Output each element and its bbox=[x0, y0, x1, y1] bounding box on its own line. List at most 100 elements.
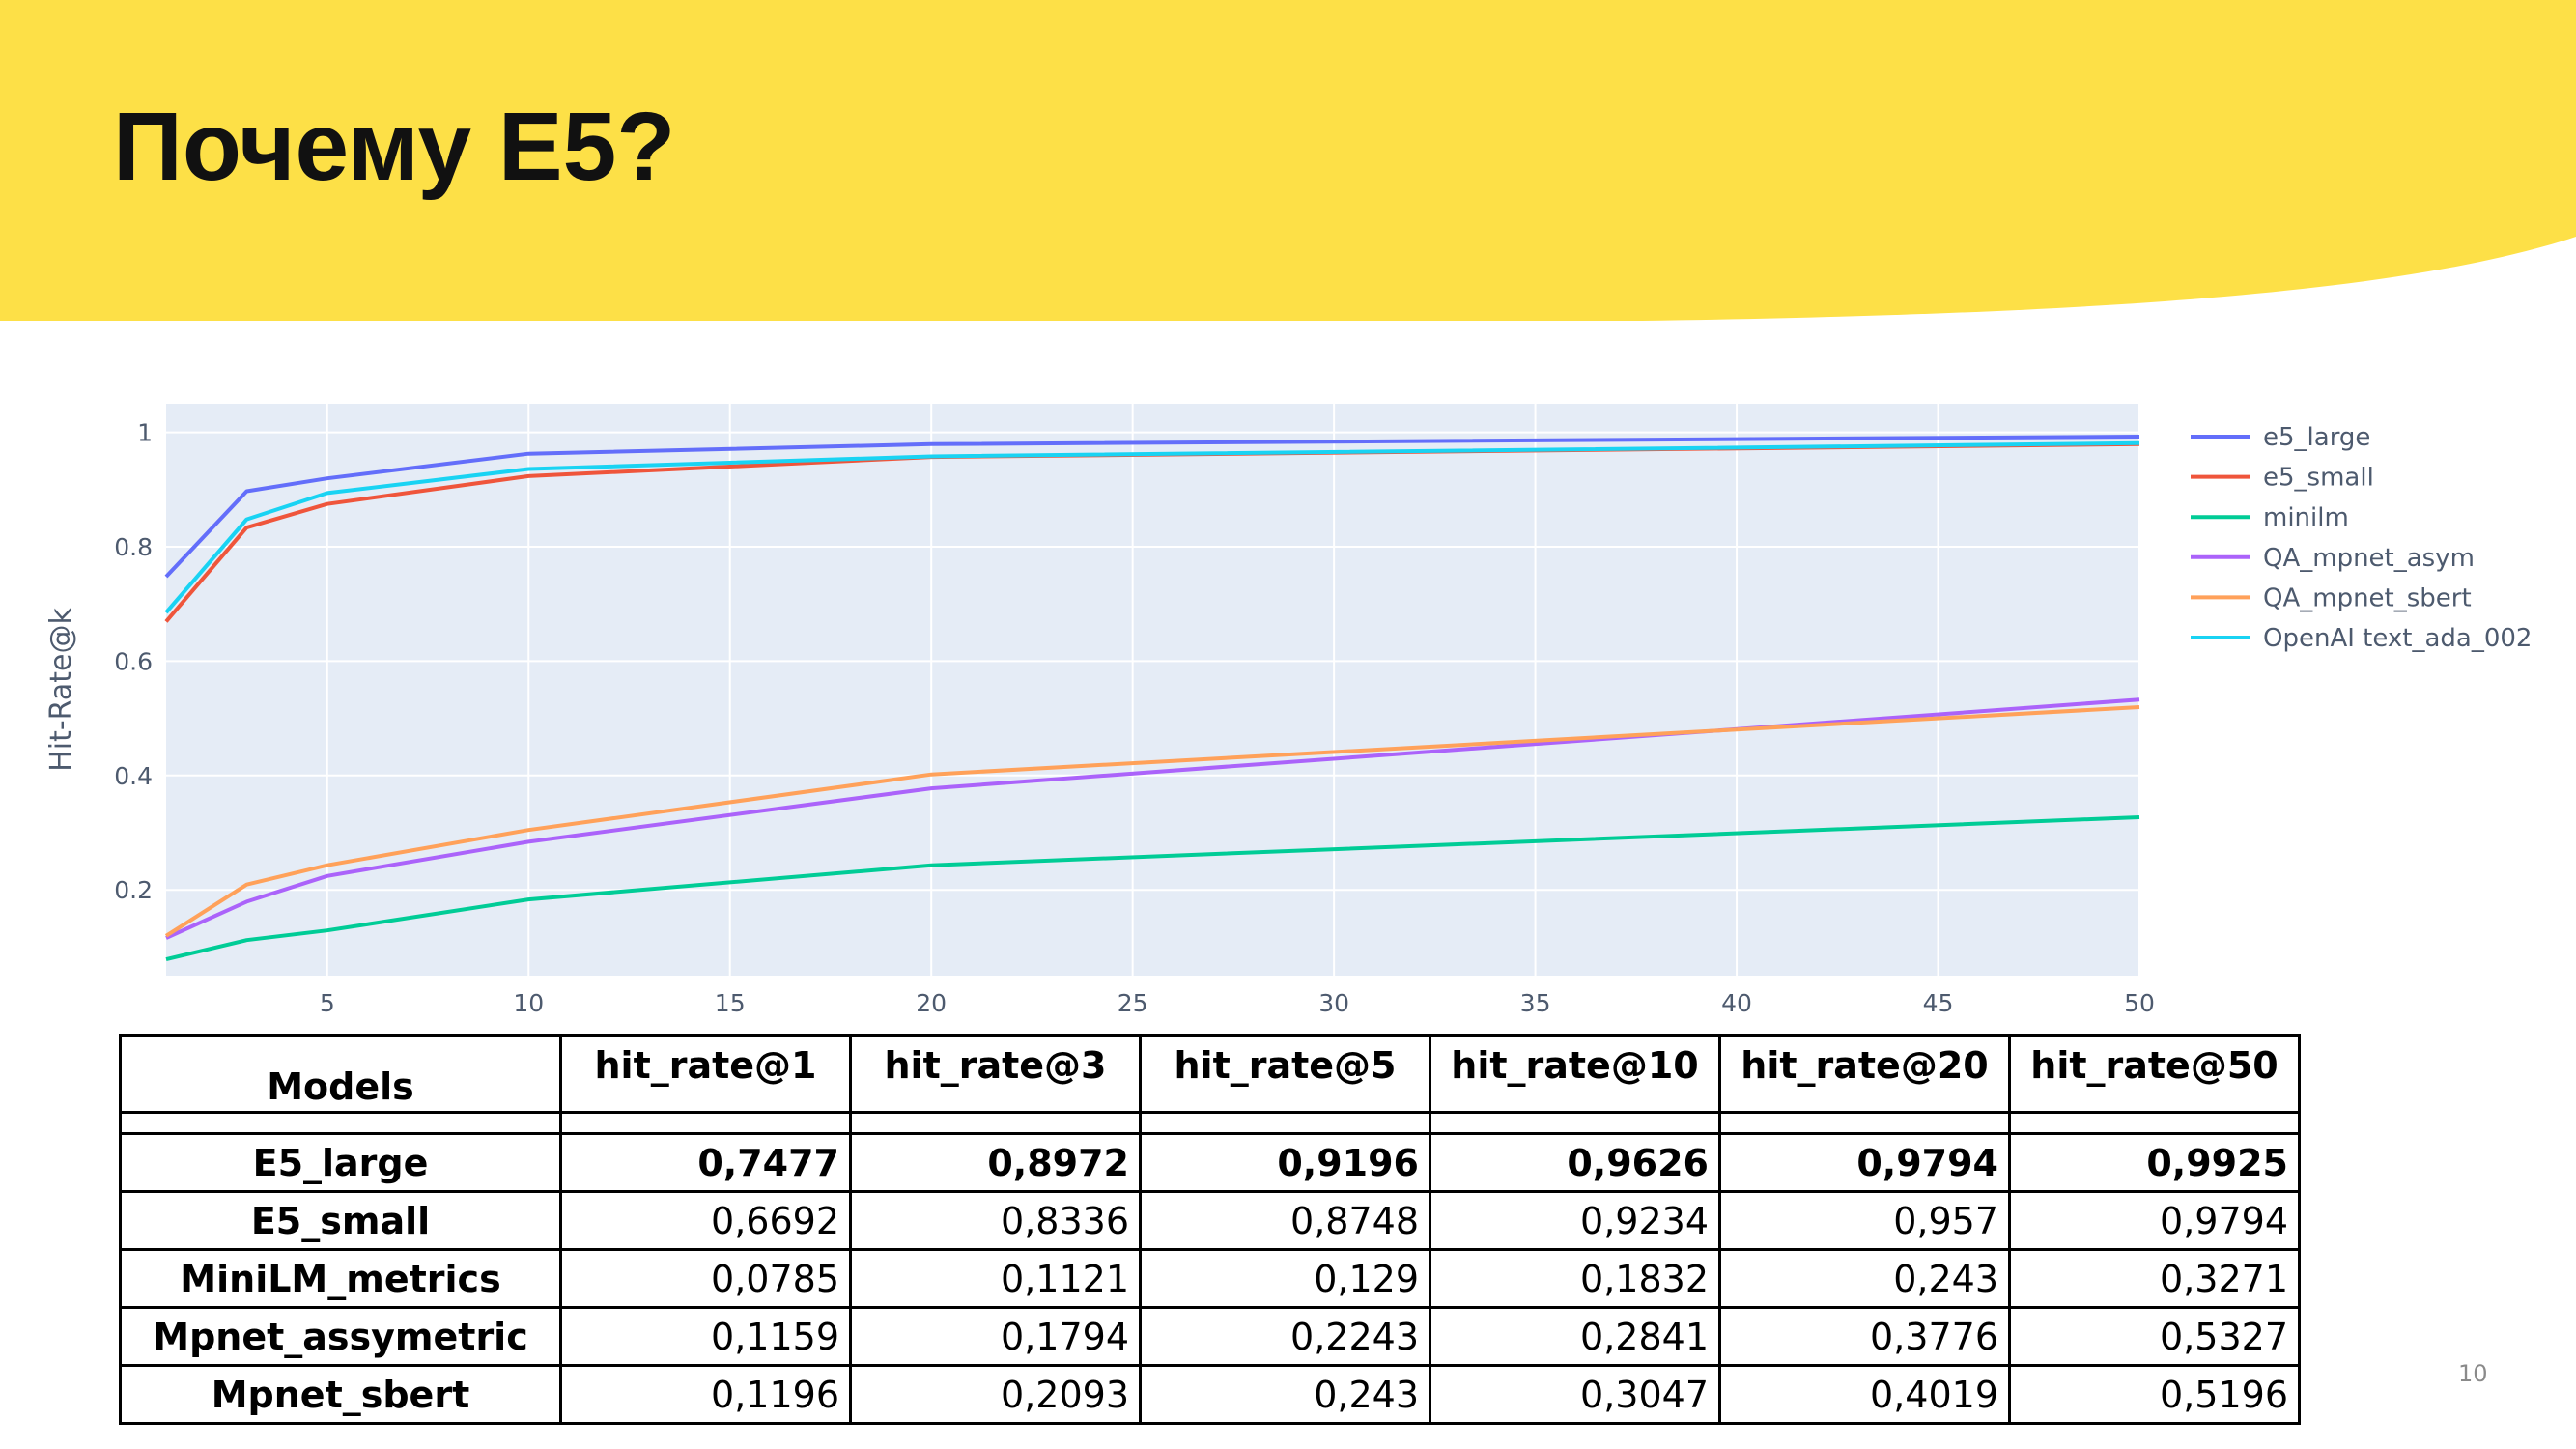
banner-shape bbox=[0, 0, 2576, 321]
x-tick-label: 5 bbox=[320, 989, 335, 1017]
series-line-openai-text-ada-002 bbox=[164, 440, 2140, 614]
metric-value-cell: 0,1196 bbox=[559, 1364, 852, 1425]
metric-value-cell: 0,1794 bbox=[849, 1306, 1142, 1367]
x-tick-label: 30 bbox=[1318, 989, 1349, 1017]
metric-value-cell: 0,5327 bbox=[2008, 1306, 2301, 1367]
plot-area bbox=[166, 404, 2139, 976]
metric-value-cell: 0,6692 bbox=[559, 1190, 852, 1251]
metric-value-cell: 0,7477 bbox=[559, 1132, 852, 1193]
table-row: Mpnet_assymetric 0,1159 0,1794 0,2243 0,2841… bbox=[119, 1306, 2301, 1367]
page-number: 10 bbox=[2458, 1360, 2488, 1387]
metric-value-cell: 0,3271 bbox=[2008, 1248, 2301, 1309]
metric-value-cell: 0,1159 bbox=[559, 1306, 852, 1367]
legend-label: QA_mpnet_asym bbox=[2263, 544, 2475, 573]
x-tick-label: 40 bbox=[1721, 989, 1752, 1017]
metric-value-cell: 0,9925 bbox=[2008, 1132, 2301, 1193]
series-lines bbox=[164, 435, 2140, 962]
models-column-header: Models bbox=[119, 1034, 562, 1114]
line-chart: 5 10 15 20 25 30 35 40 45 50 0.2 0.4 0.6 0.8 1 Hit-Ra… bbox=[44, 404, 2532, 1017]
legend-item-e5-large[interactable]: e5_large bbox=[2191, 423, 2370, 452]
model-name-cell: E5_large bbox=[119, 1132, 562, 1193]
table-row: Mpnet_sbert 0,1196 0,2093 0,243 0,3047 0,4019… bbox=[119, 1364, 2301, 1425]
metric-value-cell: 0,1832 bbox=[1429, 1248, 1721, 1309]
separator-cell bbox=[849, 1111, 1142, 1135]
y-tick-label: 0.4 bbox=[114, 762, 153, 790]
metric-value-cell: 0,4019 bbox=[1718, 1364, 2011, 1425]
metric-value-cell: 0,8972 bbox=[849, 1132, 1142, 1193]
metric-value-cell: 0,2243 bbox=[1139, 1306, 1431, 1367]
table-header-row: Models hit_rate@1 hit_rate@3 hit_rate@5 hit_… bbox=[119, 1034, 2301, 1114]
separator-cell bbox=[119, 1111, 562, 1135]
metric-value-cell: 0,2841 bbox=[1429, 1306, 1721, 1367]
metric-column-header: hit_rate@3 bbox=[849, 1034, 1142, 1114]
legend-label: minilm bbox=[2263, 503, 2349, 532]
series-line-e5-large bbox=[164, 435, 2140, 579]
legend-label: OpenAI text_ada_002 bbox=[2263, 624, 2532, 653]
x-tick-label: 35 bbox=[1520, 989, 1551, 1017]
y-axis-ticks: 0.2 0.4 0.6 0.8 1 bbox=[114, 419, 153, 905]
metric-value-cell: 0,0785 bbox=[559, 1248, 852, 1309]
metric-value-cell: 0,3776 bbox=[1718, 1306, 2011, 1367]
x-tick-label: 10 bbox=[513, 989, 544, 1017]
metric-value-cell: 0,9626 bbox=[1429, 1132, 1721, 1193]
slide-title: Почему E5? bbox=[113, 93, 676, 201]
y-tick-label: 0.8 bbox=[114, 533, 153, 561]
metric-column-header: hit_rate@5 bbox=[1139, 1034, 1431, 1114]
metric-value-cell: 0,8748 bbox=[1139, 1190, 1431, 1251]
x-tick-label: 50 bbox=[2124, 989, 2155, 1017]
header-separator-row bbox=[119, 1111, 2301, 1135]
x-tick-label: 15 bbox=[715, 989, 746, 1017]
separator-cell bbox=[2008, 1111, 2301, 1135]
metric-value-cell: 0,5196 bbox=[2008, 1364, 2301, 1425]
legend-label: QA_mpnet_sbert bbox=[2263, 583, 2472, 612]
legend-item-e5-small[interactable]: e5_small bbox=[2191, 464, 2374, 493]
metric-column-header: hit_rate@1 bbox=[559, 1034, 852, 1114]
model-name-cell: MiniLM_metrics bbox=[119, 1248, 562, 1309]
legend-item-openai-text-ada-002[interactable]: OpenAI text_ada_002 bbox=[2191, 624, 2532, 653]
metric-column-header: hit_rate@10 bbox=[1429, 1034, 1721, 1114]
legend-label: e5_large bbox=[2263, 423, 2370, 452]
y-axis-label: Hit-Rate@k bbox=[44, 608, 78, 772]
metric-value-cell: 0,9234 bbox=[1429, 1190, 1721, 1251]
metric-value-cell: 0,9794 bbox=[1718, 1132, 2011, 1193]
title-banner bbox=[0, 0, 2576, 321]
separator-cell bbox=[1718, 1111, 2011, 1135]
x-axis-ticks: 5 10 15 20 25 30 35 40 45 50 bbox=[320, 989, 2155, 1017]
series-line-minilm bbox=[165, 815, 2140, 962]
metric-column-header: hit_rate@50 bbox=[2008, 1034, 2301, 1114]
y-tick-label: 0.6 bbox=[114, 647, 153, 675]
metric-value-cell: 0,1121 bbox=[849, 1248, 1142, 1309]
legend-item-minilm[interactable]: minilm bbox=[2191, 503, 2349, 532]
series-line-qa-mpnet-sbert bbox=[164, 705, 2140, 938]
x-tick-label: 25 bbox=[1118, 989, 1148, 1017]
metric-value-cell: 0,2093 bbox=[849, 1364, 1142, 1425]
model-name-cell: Mpnet_assymetric bbox=[119, 1306, 562, 1367]
separator-cell bbox=[1429, 1111, 1721, 1135]
metric-value-cell: 0,9196 bbox=[1139, 1132, 1431, 1193]
separator-cell bbox=[559, 1111, 852, 1135]
metric-value-cell: 0,243 bbox=[1718, 1248, 2011, 1309]
model-name-cell: Mpnet_sbert bbox=[119, 1364, 562, 1425]
metric-value-cell: 0,957 bbox=[1718, 1190, 2011, 1251]
x-tick-label: 45 bbox=[1923, 989, 1954, 1017]
series-line-qa-mpnet-asym bbox=[165, 697, 2140, 940]
legend-item-qa-mpnet-sbert[interactable]: QA_mpnet_sbert bbox=[2191, 583, 2472, 612]
separator-cell bbox=[1139, 1111, 1431, 1135]
x-tick-label: 20 bbox=[916, 989, 947, 1017]
results-table: Models hit_rate@1 hit_rate@3 hit_rate@5 hit_… bbox=[119, 1034, 2301, 1425]
table-row: E5_large 0,7477 0,8972 0,9196 0,9626 0,9794 0,… bbox=[119, 1132, 2301, 1193]
legend-label: e5_small bbox=[2263, 464, 2374, 493]
metric-value-cell: 0,129 bbox=[1139, 1248, 1431, 1309]
y-tick-label: 0.2 bbox=[114, 876, 153, 904]
table-row: E5_small 0,6692 0,8336 0,8748 0,9234 0,957 0,9… bbox=[119, 1190, 2301, 1251]
model-name-cell: E5_small bbox=[119, 1190, 562, 1251]
metric-value-cell: 0,9794 bbox=[2008, 1190, 2301, 1251]
y-tick-label: 1 bbox=[137, 419, 153, 447]
metric-column-header: hit_rate@20 bbox=[1718, 1034, 2011, 1114]
legend-item-qa-mpnet-asym[interactable]: QA_mpnet_asym bbox=[2191, 544, 2475, 573]
metric-value-cell: 0,243 bbox=[1139, 1364, 1431, 1425]
metric-value-cell: 0,3047 bbox=[1429, 1364, 1721, 1425]
grid-lines bbox=[166, 404, 2140, 976]
table-row: MiniLM_metrics 0,0785 0,1121 0,129 0,1832 0,2… bbox=[119, 1248, 2301, 1309]
